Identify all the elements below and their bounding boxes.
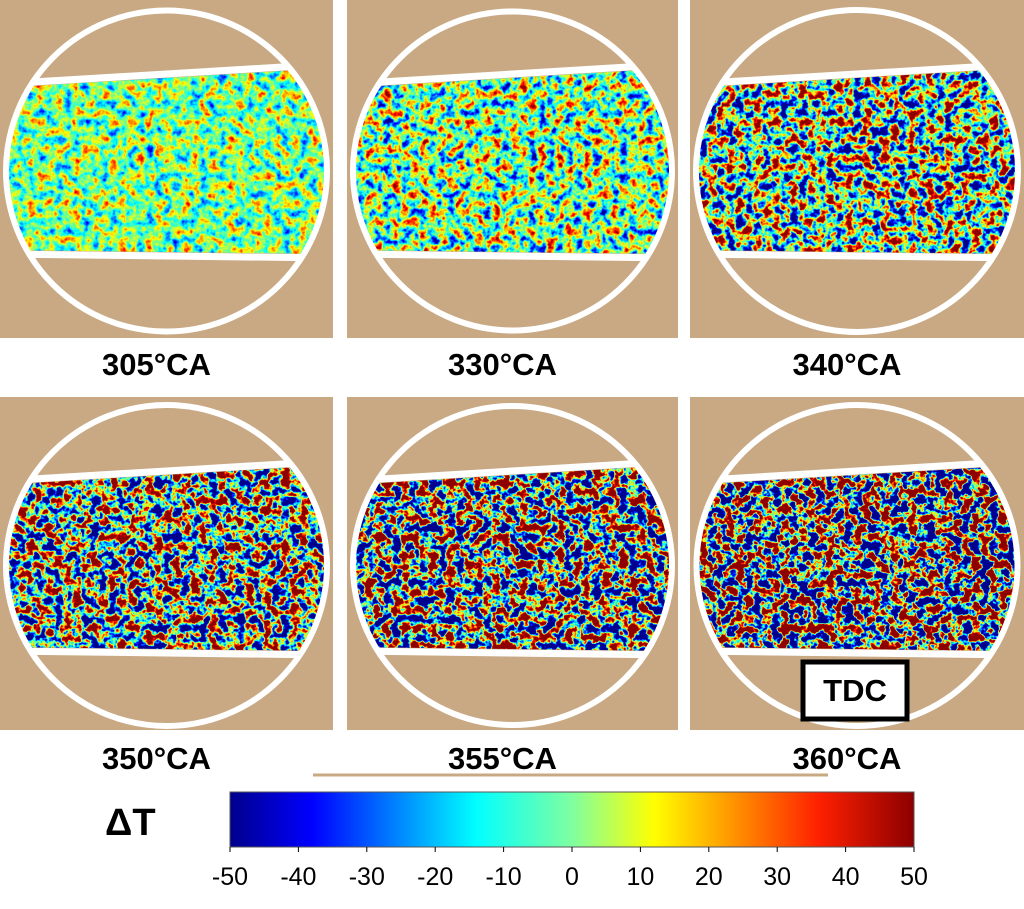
band-edge [353, 457, 672, 485]
window-rim [350, 403, 675, 728]
band-edge [6, 457, 327, 485]
panel-label: 350°CA [102, 741, 211, 776]
band-edge [6, 60, 327, 88]
panel-label: 330°CA [448, 347, 557, 382]
panel [690, 0, 1024, 338]
colorbar-tick-label: 40 [832, 863, 860, 891]
panel [347, 0, 678, 338]
colorbar-tick-label: 50 [900, 863, 928, 891]
panel-label: 340°CA [793, 347, 902, 382]
colorbar-tick-label: 20 [695, 863, 723, 891]
band-edge [353, 647, 672, 659]
colorbar-tick-label: -40 [280, 863, 316, 891]
window-rim [693, 7, 1021, 335]
colorbar-tick-label: -50 [212, 863, 248, 891]
badge: TDC [823, 673, 887, 708]
band-edge [696, 457, 1018, 485]
temperature-field [6, 465, 327, 651]
temperature-field [353, 465, 672, 651]
colorbar-label: ΔT [105, 802, 156, 844]
colorbar-tick-label: 10 [626, 863, 654, 891]
colorbar-tick-label: -20 [417, 863, 453, 891]
colorbar-tick-label: 0 [565, 863, 579, 891]
panel-label: 360°CA [793, 741, 902, 776]
colorbar-tick-label: -10 [486, 863, 522, 891]
badge-box [800, 659, 910, 722]
temperature-field [353, 68, 672, 254]
temperature-field [696, 68, 1018, 254]
window-rim [350, 8, 675, 334]
window-rim [3, 402, 330, 729]
band-edge [353, 60, 672, 88]
temperature-field [696, 465, 1018, 651]
band-edge [6, 250, 327, 262]
band-edge [696, 250, 1018, 262]
panel [0, 397, 333, 730]
temperature-field [6, 68, 327, 254]
band-edge [353, 250, 672, 262]
panel-label: 305°CA [102, 347, 211, 382]
panel [0, 0, 333, 338]
band-edge [696, 647, 1018, 659]
panel [347, 397, 678, 730]
band-edge [6, 647, 327, 659]
window-rim [693, 402, 1021, 729]
band-edge [696, 60, 1018, 88]
colorbar-tick-label: -30 [349, 863, 385, 891]
panel-label: 355°CA [448, 741, 557, 776]
window-rim [3, 7, 330, 335]
colorbar-tick-label: 30 [763, 863, 791, 891]
colorbar [229, 791, 915, 848]
